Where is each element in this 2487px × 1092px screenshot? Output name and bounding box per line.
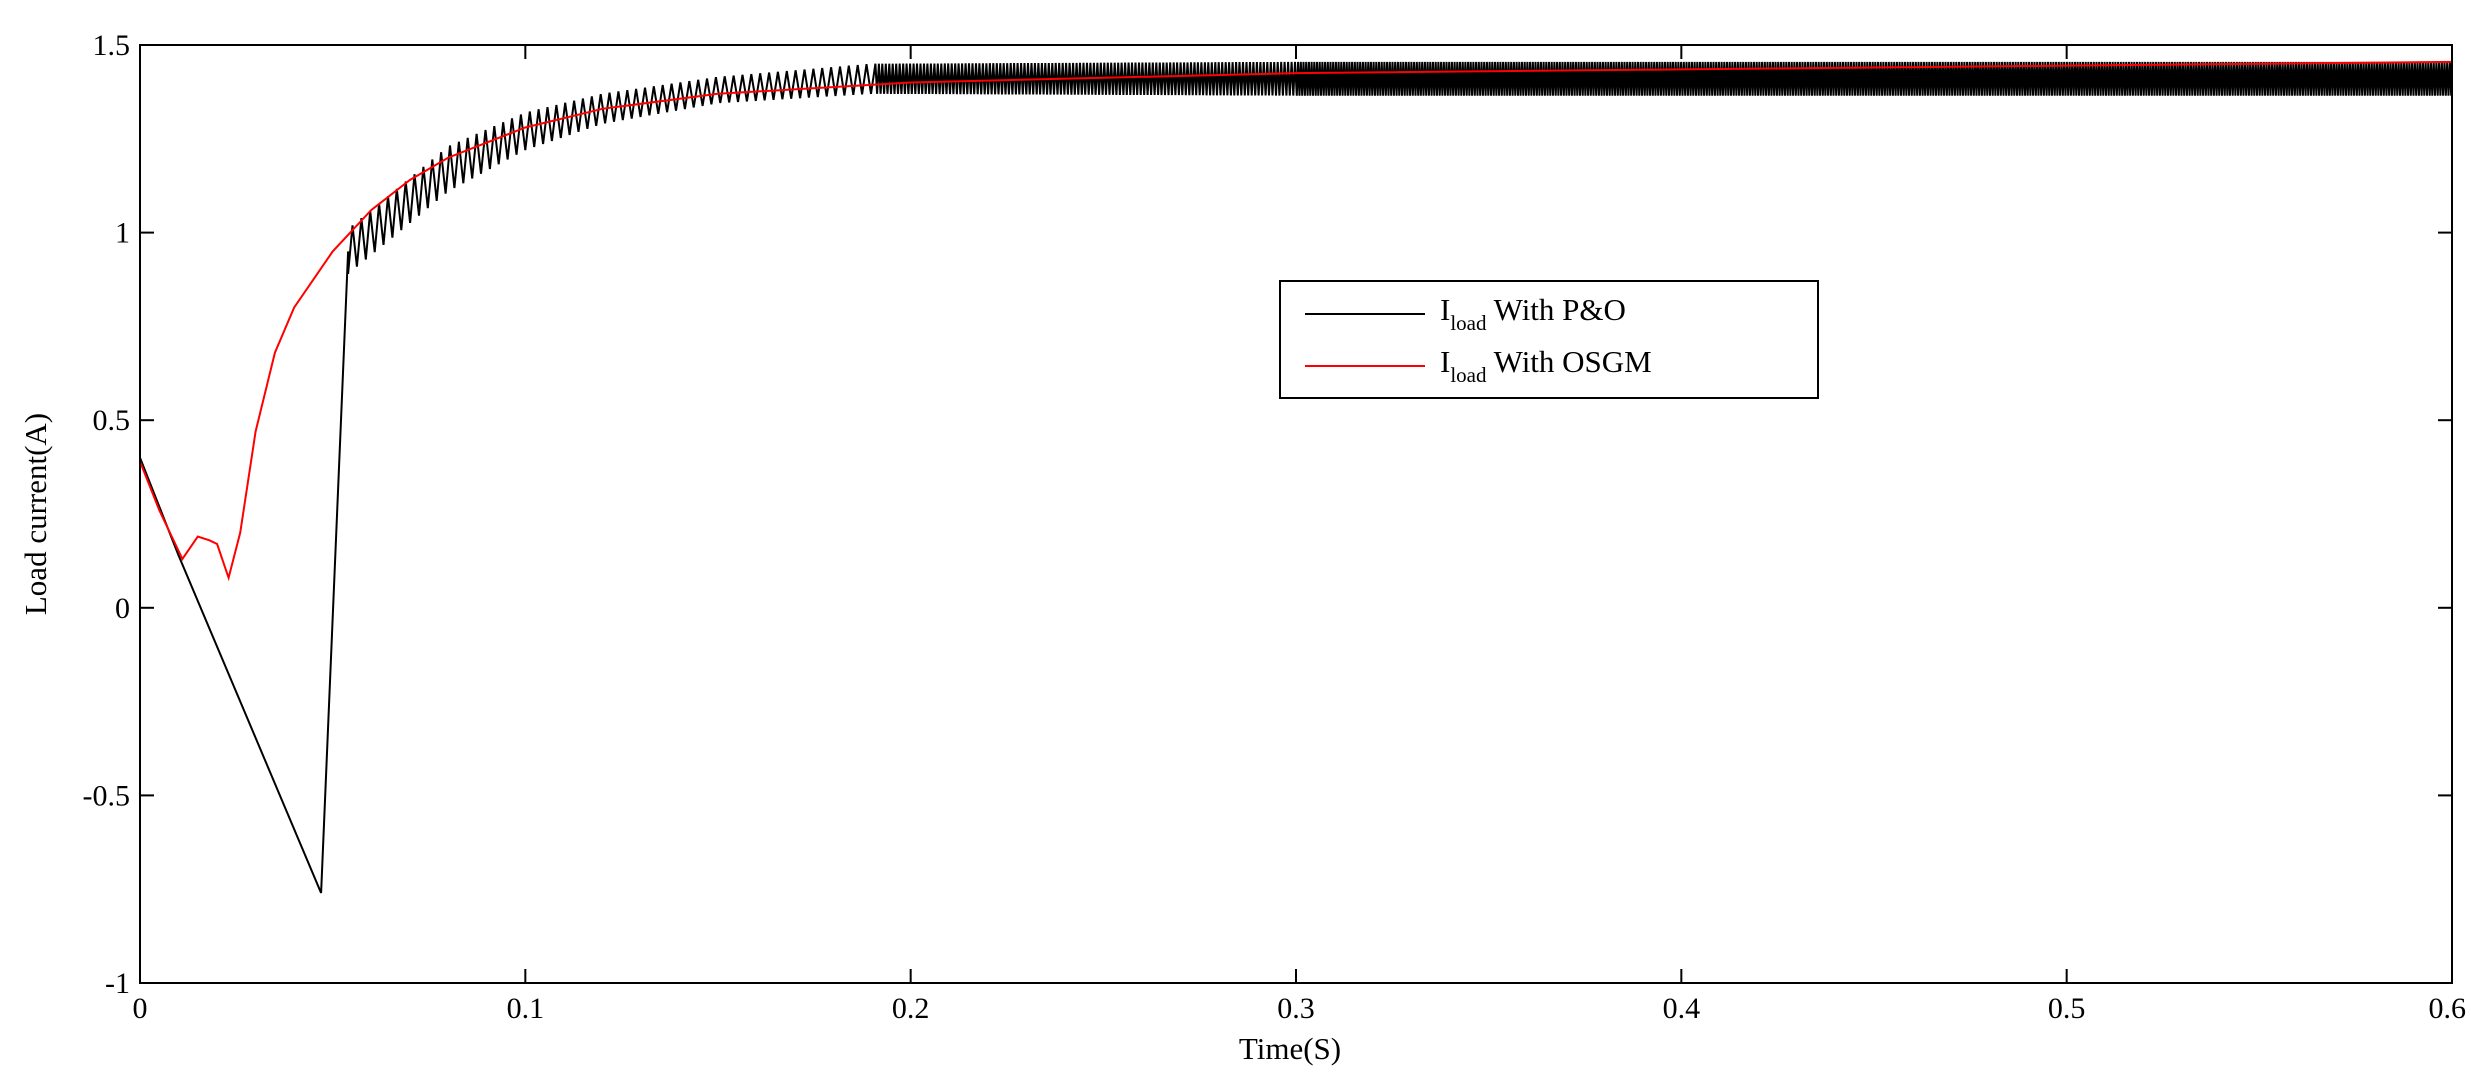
- x-tick-label: 0: [133, 992, 148, 1025]
- legend-entry-pando-sub: load: [1450, 311, 1487, 335]
- y-tick-label: 0.5: [93, 404, 131, 437]
- x-tick-label: 0.4: [1663, 992, 1701, 1025]
- y-tick-label: 1.5: [93, 29, 131, 62]
- x-tick-label: 0.2: [892, 992, 930, 1025]
- legend: Iload With P&O Iload With OSGM: [1279, 280, 1819, 399]
- legend-entry-pando-rest: With P&O: [1486, 292, 1625, 327]
- legend-entry-pando-main: I: [1440, 292, 1450, 327]
- x-axis-label: Time(S): [1239, 1031, 1341, 1066]
- ticks-layer: 0 0.1 0.2 0.3 0.4 0.5 0.6 -1 -0.5 0 0.5 1 1.5: [83, 29, 2467, 1025]
- series-line-pando: [140, 61, 2452, 894]
- y-tick-label: -0.5: [83, 779, 131, 812]
- x-tick-label: 0.5: [2048, 992, 2086, 1025]
- legend-entry-pando: Iload With P&O: [1440, 292, 1626, 335]
- y-tick-label: 0: [115, 592, 130, 625]
- plot-area: [140, 45, 2452, 983]
- legend-entry-osgm-main: I: [1440, 344, 1450, 379]
- series-layer: [140, 60, 2452, 894]
- y-tick-label: 1: [115, 217, 130, 250]
- series-line-osgm: [140, 60, 2452, 582]
- legend-entry-osgm-rest: With OSGM: [1486, 344, 1651, 379]
- x-tick-label: 0.6: [2429, 992, 2467, 1025]
- x-tick-label: 0.1: [507, 992, 545, 1025]
- legend-entry-osgm-sub: load: [1450, 363, 1487, 387]
- y-tick-label: -1: [105, 967, 130, 1000]
- x-tick-label: 0.3: [1277, 992, 1315, 1025]
- legend-box: [1279, 280, 1819, 399]
- y-axis-label: Load current(A): [18, 413, 53, 615]
- legend-entry-osgm: Iload With OSGM: [1440, 344, 1652, 387]
